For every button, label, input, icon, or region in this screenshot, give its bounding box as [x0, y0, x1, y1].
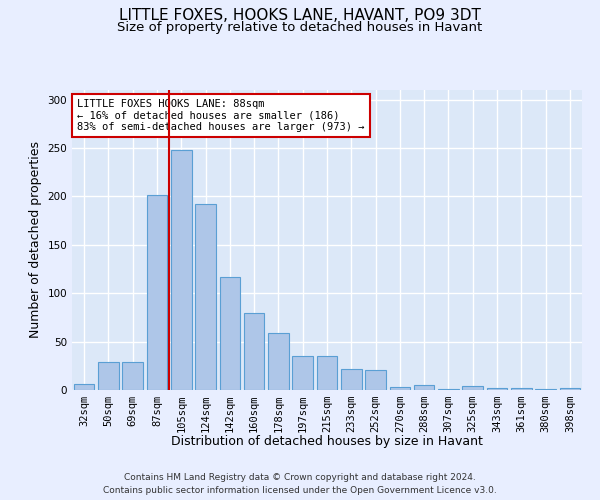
Bar: [220, 277, 240, 390]
Bar: [74, 384, 94, 390]
Bar: [487, 388, 508, 390]
Bar: [341, 368, 362, 390]
Text: Size of property relative to detached houses in Havant: Size of property relative to detached ho…: [118, 21, 482, 34]
Text: LITTLE FOXES HOOKS LANE: 88sqm
← 16% of detached houses are smaller (186)
83% of: LITTLE FOXES HOOKS LANE: 88sqm ← 16% of …: [77, 99, 365, 132]
Bar: [365, 370, 386, 390]
Bar: [146, 194, 167, 390]
Bar: [122, 362, 143, 390]
Text: Distribution of detached houses by size in Havant: Distribution of detached houses by size …: [171, 435, 483, 448]
Text: LITTLE FOXES, HOOKS LANE, HAVANT, PO9 3DT: LITTLE FOXES, HOOKS LANE, HAVANT, PO9 3D…: [119, 8, 481, 22]
Bar: [414, 385, 434, 390]
Bar: [560, 388, 580, 390]
Bar: [535, 389, 556, 390]
Bar: [171, 150, 191, 390]
Y-axis label: Number of detached properties: Number of detached properties: [29, 142, 42, 338]
Bar: [244, 312, 265, 390]
Bar: [463, 386, 483, 390]
Bar: [98, 362, 119, 390]
Bar: [389, 387, 410, 390]
Bar: [268, 333, 289, 390]
Bar: [511, 388, 532, 390]
Bar: [438, 389, 459, 390]
Text: Contains HM Land Registry data © Crown copyright and database right 2024.
Contai: Contains HM Land Registry data © Crown c…: [103, 474, 497, 495]
Bar: [195, 204, 216, 390]
Bar: [317, 356, 337, 390]
Bar: [292, 356, 313, 390]
